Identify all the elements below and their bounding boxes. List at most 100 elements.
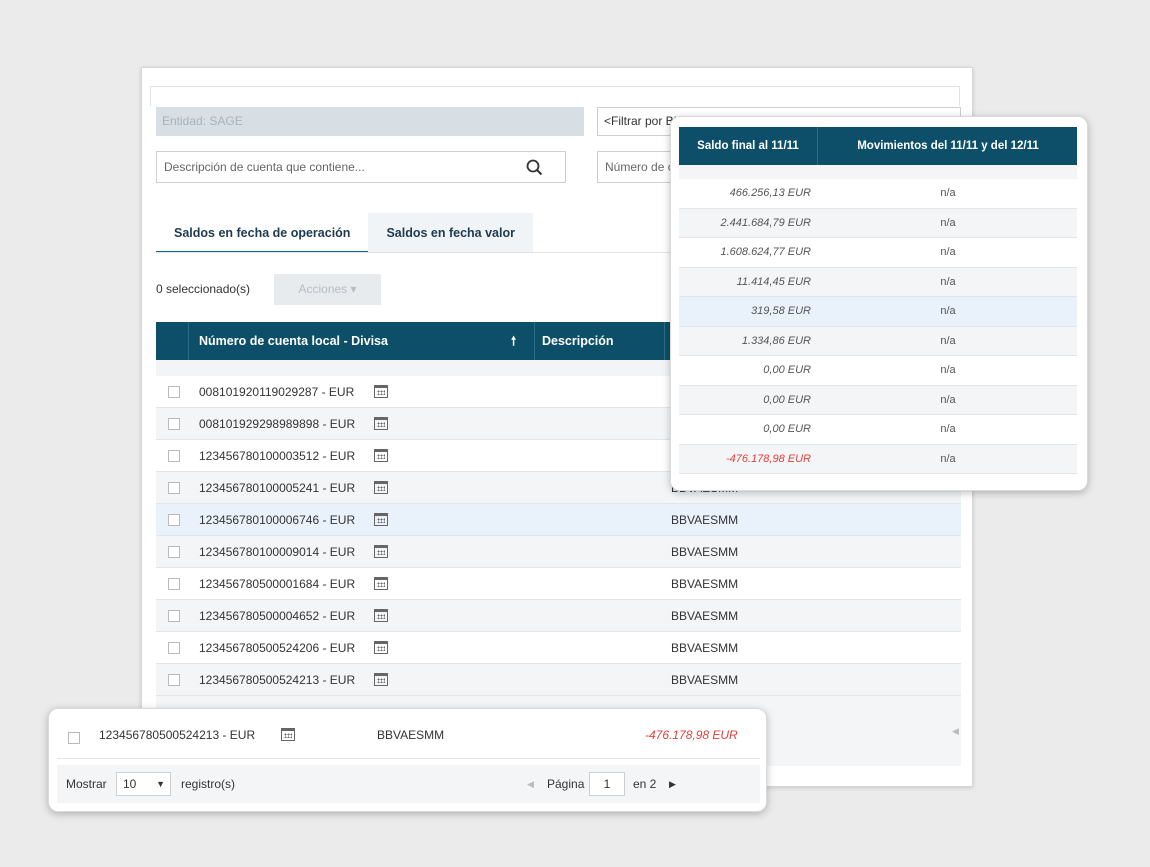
calendar-icon[interactable] bbox=[374, 385, 388, 398]
column-divider bbox=[534, 322, 535, 360]
footer-popup: 123456780500524213 - EUR BBVAESMM -476.1… bbox=[48, 708, 767, 812]
bank-bic: BBVAESMM bbox=[671, 577, 739, 591]
bank-bic: BBVAESMM bbox=[671, 545, 739, 559]
accounts-table-body: 008101920119029287 - EUR 008101929298989… bbox=[156, 376, 961, 696]
row-checkbox[interactable] bbox=[168, 610, 180, 622]
table-row[interactable]: 123456780500524213 - EUR BBVAESMM -476.1… bbox=[57, 719, 760, 759]
row-checkbox[interactable] bbox=[168, 642, 180, 654]
movements-value: n/a bbox=[940, 452, 956, 465]
bank-bic: BBVAESMM bbox=[671, 609, 739, 623]
calendar-icon[interactable] bbox=[374, 481, 388, 494]
bank-bic: BBVAESMM bbox=[377, 728, 445, 742]
account-number: 123456780500524206 - EUR bbox=[199, 641, 356, 655]
row-checkbox[interactable] bbox=[168, 578, 180, 590]
account-number: 008101920119029287 - EUR bbox=[199, 385, 355, 399]
tab-value-date[interactable]: Saldos en fecha valor bbox=[368, 213, 533, 253]
selected-count: 0 seleccionado(s) bbox=[156, 282, 251, 296]
movements-value: n/a bbox=[940, 393, 956, 406]
row-checkbox[interactable] bbox=[168, 546, 180, 558]
calendar-icon[interactable] bbox=[374, 417, 388, 430]
calendar-icon[interactable] bbox=[374, 641, 388, 654]
movements-value: n/a bbox=[940, 246, 956, 258]
column-account-number[interactable]: Número de cuenta local - Divisa bbox=[199, 334, 388, 348]
page-total: en 2 bbox=[633, 777, 657, 791]
next-page-icon[interactable]: ▶ bbox=[669, 779, 676, 789]
calendar-icon[interactable] bbox=[281, 728, 295, 741]
final-balance: 466.256,13 EUR bbox=[729, 187, 811, 199]
balances-body: 466.256,13 EUR n/a 2.441.684,79 EUR n/a … bbox=[679, 179, 1077, 474]
table-row[interactable]: 008101920119029287 - EUR bbox=[156, 376, 961, 408]
row-checkbox[interactable] bbox=[168, 482, 180, 494]
entity-field: Entidad: SAGE bbox=[156, 107, 584, 136]
balances-spacer bbox=[679, 165, 1077, 179]
row-checkbox[interactable] bbox=[168, 514, 180, 526]
final-balance-negative: -476.178,98 EUR bbox=[645, 728, 738, 742]
table-row[interactable]: 123456780500524206 - EUR BBVAESMM bbox=[156, 632, 961, 664]
bank-bic: BBVAESMM bbox=[671, 641, 739, 655]
balance-row: 466.256,13 EUR n/a bbox=[679, 179, 1077, 209]
calendar-icon[interactable] bbox=[374, 545, 388, 558]
previous-page-icon[interactable]: ◀ bbox=[527, 779, 534, 789]
table-row[interactable]: 123456780100009014 - EUR BBVAESMM bbox=[156, 536, 961, 568]
row-checkbox[interactable] bbox=[68, 732, 80, 744]
movements-value: n/a bbox=[940, 423, 956, 435]
final-balance: 0,00 EUR bbox=[763, 393, 811, 406]
table-row[interactable]: 123456780500524213 - EUR BBVAESMM bbox=[156, 664, 961, 696]
account-number: 123456780100009014 - EUR bbox=[199, 545, 356, 559]
tab-operation-date[interactable]: Saldos en fecha de operación bbox=[156, 213, 369, 253]
search-icon[interactable] bbox=[525, 158, 545, 178]
calendar-icon[interactable] bbox=[374, 449, 388, 462]
final-balance-negative: -476.178,98 EUR bbox=[726, 452, 811, 465]
table-row[interactable]: 123456780100003512 - EUR bbox=[156, 440, 961, 472]
account-number: 123456780100003512 - EUR bbox=[199, 449, 356, 463]
movements-value: n/a bbox=[940, 216, 956, 229]
calendar-icon[interactable] bbox=[374, 513, 388, 526]
balance-row: -476.178,98 EUR n/a bbox=[679, 444, 1077, 474]
balance-row: 0,00 EUR n/a bbox=[679, 356, 1077, 386]
account-number: 123456780500001684 - EUR bbox=[199, 577, 356, 591]
balance-row: 1.334,86 EUR n/a bbox=[679, 326, 1077, 356]
movements-value: n/a bbox=[940, 364, 956, 376]
description-search-input[interactable]: Descripción de cuenta que contiene... bbox=[156, 151, 566, 183]
table-row[interactable]: 123456780500001684 - EUR BBVAESMM bbox=[156, 568, 961, 600]
final-balance: 0,00 EUR bbox=[763, 364, 811, 376]
final-balance: 2.441.684,79 EUR bbox=[720, 216, 811, 229]
account-number: 123456780500004652 - EUR bbox=[199, 609, 356, 623]
movements-value: n/a bbox=[940, 334, 956, 347]
balance-row: 1.608.624,77 EUR n/a bbox=[679, 238, 1077, 268]
tabs-divider bbox=[156, 252, 961, 253]
column-description[interactable]: Descripción bbox=[542, 334, 614, 348]
final-balance: 0,00 EUR bbox=[763, 423, 811, 435]
account-number: 123456780100006746 - EUR bbox=[199, 513, 356, 527]
row-checkbox[interactable] bbox=[168, 674, 180, 686]
row-checkbox[interactable] bbox=[168, 418, 180, 430]
actions-dropdown-button[interactable]: Acciones ▾ bbox=[274, 274, 381, 305]
balances-popup: Saldo final al 11/11 Movimientos del 11/… bbox=[670, 116, 1088, 491]
account-number: 123456780500524213 - EUR bbox=[99, 728, 256, 742]
balance-row: 11.414,45 EUR n/a bbox=[679, 267, 1077, 297]
page-size-value: 10 bbox=[123, 777, 137, 791]
window-top-bar bbox=[150, 86, 960, 106]
calendar-icon[interactable] bbox=[374, 577, 388, 590]
bank-bic: BBVAESMM bbox=[671, 673, 739, 687]
movements-value: n/a bbox=[940, 187, 956, 199]
page-size-select[interactable]: 10 ▼ bbox=[116, 772, 171, 796]
header-check-column bbox=[156, 322, 189, 360]
arrow-up-icon[interactable]: 🠕 bbox=[511, 334, 517, 348]
calendar-icon[interactable] bbox=[374, 673, 388, 686]
row-checkbox[interactable] bbox=[168, 386, 180, 398]
row-checkbox[interactable] bbox=[168, 450, 180, 462]
scroll-left-icon[interactable]: ◀ bbox=[952, 726, 959, 736]
movements-value: n/a bbox=[940, 275, 956, 288]
balance-row: 0,00 EUR n/a bbox=[679, 385, 1077, 415]
column-final-balance[interactable]: Saldo final al 11/11 bbox=[679, 127, 818, 165]
account-number: 123456780500524213 - EUR bbox=[199, 673, 356, 687]
balance-tabs: Saldos en fecha de operación Saldos en f… bbox=[156, 213, 533, 253]
calendar-icon[interactable] bbox=[374, 609, 388, 622]
table-row[interactable]: 123456780500004652 - EUR BBVAESMM bbox=[156, 600, 961, 632]
column-divider bbox=[664, 322, 665, 360]
table-row[interactable]: 123456780100006746 - EUR BBVAESMM bbox=[156, 504, 961, 536]
final-balance: 11.414,45 EUR bbox=[736, 275, 811, 288]
page-number-input[interactable]: 1 bbox=[589, 772, 625, 796]
column-movements[interactable]: Movimientos del 11/11 y del 12/11 bbox=[857, 140, 1039, 152]
